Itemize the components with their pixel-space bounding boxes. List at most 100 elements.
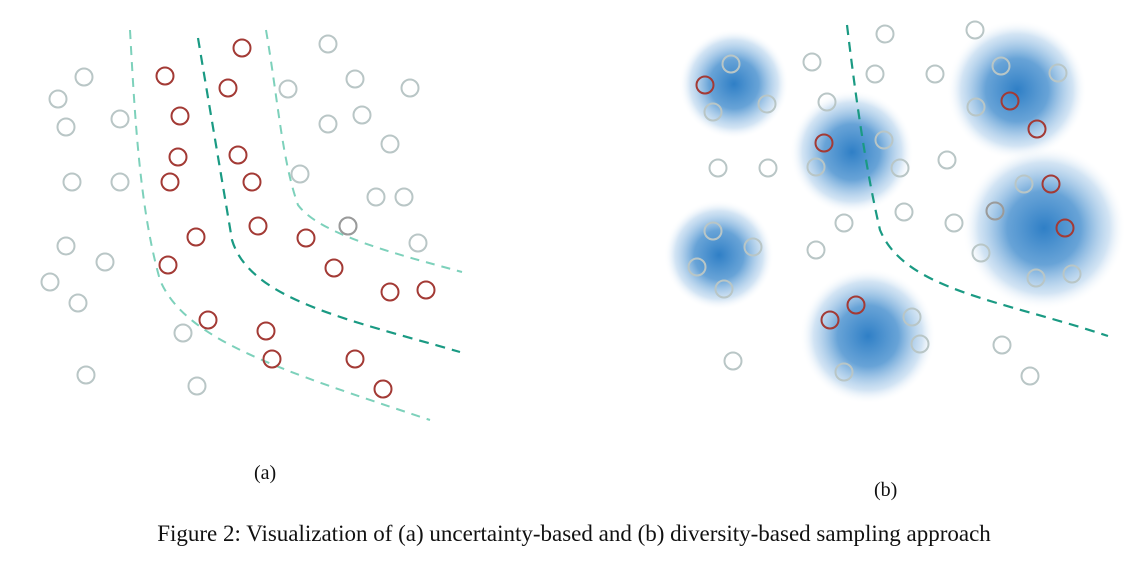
- selected-point: [814, 133, 834, 153]
- cluster-blob: [664, 200, 774, 310]
- unlabeled-point: [817, 92, 837, 112]
- unlabeled-point: [874, 130, 894, 150]
- unlabeled-point: [806, 157, 826, 177]
- unlabeled-point: [806, 240, 826, 260]
- unlabeled-point: [703, 102, 723, 122]
- unlabeled-point: [834, 213, 854, 233]
- selected-point: [296, 228, 316, 248]
- inner-boundary: [196, 37, 461, 354]
- unlabeled-point: [76, 365, 96, 385]
- outer-boundary-right: [265, 29, 463, 273]
- unlabeled-point: [894, 202, 914, 222]
- unlabeled-point: [380, 134, 400, 154]
- unlabeled-point: [173, 323, 193, 343]
- selected-point: [232, 38, 252, 58]
- unlabeled-point: [366, 187, 386, 207]
- cluster-blob: [947, 20, 1087, 160]
- panel-b: [664, 20, 1126, 404]
- selected-point: [846, 295, 866, 315]
- unlabeled-point: [1020, 366, 1040, 386]
- boundary-point: [985, 201, 1005, 221]
- unlabeled-point: [400, 78, 420, 98]
- selected-point: [198, 310, 218, 330]
- selected-point: [158, 255, 178, 275]
- unlabeled-point: [875, 24, 895, 44]
- unlabeled-point: [110, 172, 130, 192]
- panel-a-label: (a): [254, 462, 277, 484]
- selected-point: [160, 172, 180, 192]
- selected-points-a: [155, 38, 436, 399]
- unlabeled-point: [865, 64, 885, 84]
- unlabeled-point: [937, 150, 957, 170]
- selected-point: [168, 147, 188, 167]
- unlabeled-point: [408, 233, 428, 253]
- unlabeled-point: [758, 158, 778, 178]
- decision-boundary-b: [845, 24, 1109, 338]
- unlabeled-point: [991, 56, 1011, 76]
- selected-point: [228, 145, 248, 165]
- unlabeled-points-b: [687, 20, 1082, 386]
- selected-point: [248, 216, 268, 236]
- unlabeled-point: [992, 335, 1012, 355]
- unlabeled-point: [110, 109, 130, 129]
- unlabeled-point: [743, 237, 763, 257]
- unlabeled-point: [965, 20, 985, 40]
- unlabeled-point: [318, 114, 338, 134]
- unlabeled-point: [1014, 174, 1034, 194]
- unlabeled-point: [95, 252, 115, 272]
- outer-boundary-left: [129, 29, 431, 421]
- selected-point: [1055, 218, 1075, 238]
- unlabeled-point: [721, 54, 741, 74]
- unlabeled-point: [48, 89, 68, 109]
- unlabeled-point: [966, 97, 986, 117]
- unlabeled-point: [971, 243, 991, 263]
- panel-a: [40, 29, 463, 421]
- unlabeled-point: [187, 376, 207, 396]
- figure-caption: Figure 2: Visualization of (a) uncertain…: [157, 521, 991, 546]
- selected-point: [242, 172, 262, 192]
- selected-point: [695, 75, 715, 95]
- unlabeled-point: [757, 94, 777, 114]
- cluster-blob: [800, 268, 936, 404]
- unlabeled-point: [56, 117, 76, 137]
- selected-point: [416, 280, 436, 300]
- selected-point: [155, 66, 175, 86]
- unlabeled-point: [394, 187, 414, 207]
- selected-point: [262, 349, 282, 369]
- selected-points-b: [695, 75, 1075, 330]
- unlabeled-point: [62, 172, 82, 192]
- selected-point: [345, 349, 365, 369]
- panel-b-label: (b): [874, 479, 898, 501]
- unlabeled-point: [703, 221, 723, 241]
- cluster-blob: [679, 29, 789, 139]
- unlabeled-point: [944, 213, 964, 233]
- unlabeled-point: [1062, 264, 1082, 284]
- unlabeled-point: [910, 334, 930, 354]
- selected-point: [1027, 119, 1047, 139]
- unlabeled-point: [290, 164, 310, 184]
- selected-point: [820, 310, 840, 330]
- unlabeled-point: [74, 67, 94, 87]
- unlabeled-point: [40, 272, 60, 292]
- unlabeled-point: [925, 64, 945, 84]
- unlabeled-point: [834, 362, 854, 382]
- selected-point: [1041, 174, 1061, 194]
- unlabeled-point: [902, 307, 922, 327]
- unlabeled-point: [345, 69, 365, 89]
- unlabeled-point: [1048, 63, 1068, 83]
- selected-point: [324, 258, 344, 278]
- selected-point: [373, 379, 393, 399]
- unlabeled-point: [56, 236, 76, 256]
- boundary-point: [338, 216, 358, 236]
- unlabeled-point: [687, 257, 707, 277]
- unlabeled-point: [802, 52, 822, 72]
- unlabeled-point: [278, 79, 298, 99]
- selected-point: [170, 106, 190, 126]
- unlabeled-point: [318, 34, 338, 54]
- clusters-b: [664, 20, 1126, 404]
- cluster-blob: [790, 90, 914, 214]
- selected-point: [380, 282, 400, 302]
- unlabeled-point: [714, 279, 734, 299]
- unlabeled-point: [890, 158, 910, 178]
